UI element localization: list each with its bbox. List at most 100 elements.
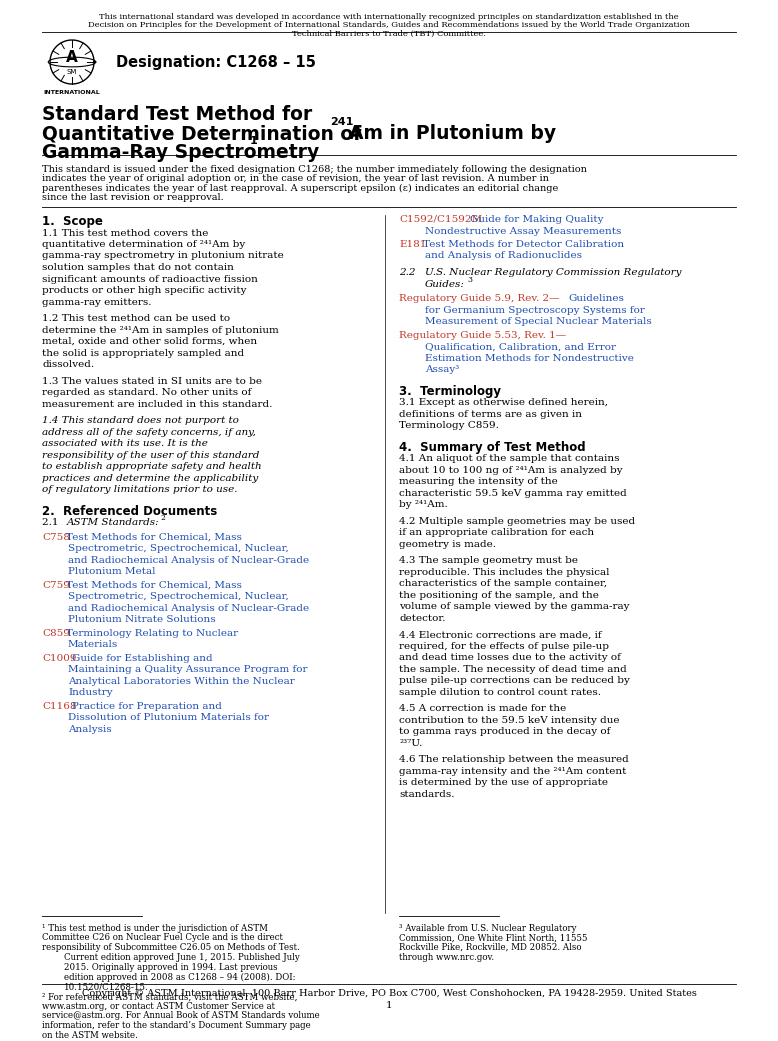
Text: edition approved in 2008 as C1268 – 94 (2008). DOI:: edition approved in 2008 as C1268 – 94 (… bbox=[64, 972, 296, 982]
Text: and Radiochemical Analysis of Nuclear-Grade: and Radiochemical Analysis of Nuclear-Gr… bbox=[68, 556, 309, 565]
Text: 4.4 Electronic corrections are made, if: 4.4 Electronic corrections are made, if bbox=[399, 631, 601, 639]
Text: 4.2 Multiple sample geometries may be used: 4.2 Multiple sample geometries may be us… bbox=[399, 517, 635, 526]
Text: gamma-ray intensity and the ²⁴¹Am content: gamma-ray intensity and the ²⁴¹Am conten… bbox=[399, 767, 626, 776]
Text: Dissolution of Plutonium Materials for: Dissolution of Plutonium Materials for bbox=[68, 713, 269, 722]
Text: detector.: detector. bbox=[399, 614, 446, 623]
Text: characteristic 59.5 keV gamma ray emitted: characteristic 59.5 keV gamma ray emitte… bbox=[399, 489, 627, 498]
Text: 4.  Summary of Test Method: 4. Summary of Test Method bbox=[399, 441, 586, 454]
Text: Terminology C859.: Terminology C859. bbox=[399, 422, 499, 430]
Text: regarded as standard. No other units of: regarded as standard. No other units of bbox=[42, 388, 251, 397]
Text: Plutonium Metal: Plutonium Metal bbox=[68, 567, 156, 577]
Text: definitions of terms are as given in: definitions of terms are as given in bbox=[399, 410, 582, 418]
Text: Measurement of Special Nuclear Materials: Measurement of Special Nuclear Materials bbox=[425, 318, 652, 327]
Text: is determined by the use of appropriate: is determined by the use of appropriate bbox=[399, 779, 608, 787]
Text: geometry is made.: geometry is made. bbox=[399, 540, 496, 549]
Text: Estimation Methods for Nondestructive: Estimation Methods for Nondestructive bbox=[425, 354, 634, 363]
Text: Technical Barriers to Trade (TBT) Committee.: Technical Barriers to Trade (TBT) Commit… bbox=[292, 29, 486, 37]
Text: 2.2: 2.2 bbox=[399, 268, 422, 277]
Text: 4.5 A correction is made for the: 4.5 A correction is made for the bbox=[399, 705, 566, 713]
Text: C1009: C1009 bbox=[42, 654, 76, 663]
Text: Practice for Preparation and: Practice for Preparation and bbox=[72, 702, 222, 711]
Text: Standard Test Method for: Standard Test Method for bbox=[42, 105, 312, 124]
Text: C859: C859 bbox=[42, 629, 70, 638]
Text: Gamma-Ray Spectrometry: Gamma-Ray Spectrometry bbox=[42, 143, 319, 162]
Text: significant amounts of radioactive fission: significant amounts of radioactive fissi… bbox=[42, 275, 258, 283]
Text: 2.1: 2.1 bbox=[42, 518, 65, 527]
Text: Terminology Relating to Nuclear: Terminology Relating to Nuclear bbox=[66, 629, 238, 638]
Text: ³ Available from U.S. Nuclear Regulatory: ³ Available from U.S. Nuclear Regulatory bbox=[399, 924, 576, 933]
Text: 241: 241 bbox=[330, 117, 353, 127]
Text: Guide for Establishing and: Guide for Establishing and bbox=[72, 654, 212, 663]
Text: measuring the intensity of the: measuring the intensity of the bbox=[399, 478, 558, 486]
Text: 3.  Terminology: 3. Terminology bbox=[399, 385, 501, 398]
Text: about 10 to 100 ng of ²⁴¹Am is analyzed by: about 10 to 100 ng of ²⁴¹Am is analyzed … bbox=[399, 466, 622, 475]
Text: Test Methods for Chemical, Mass: Test Methods for Chemical, Mass bbox=[66, 581, 242, 590]
Text: Test Methods for Chemical, Mass: Test Methods for Chemical, Mass bbox=[66, 533, 242, 542]
Text: information, refer to the standard’s Document Summary page: information, refer to the standard’s Doc… bbox=[42, 1021, 310, 1030]
Text: and dead time losses due to the activity of: and dead time losses due to the activity… bbox=[399, 654, 621, 662]
Text: Am in Plutonium by: Am in Plutonium by bbox=[349, 124, 556, 143]
Text: Materials: Materials bbox=[68, 640, 118, 650]
Text: ASTM Standards:: ASTM Standards: bbox=[67, 518, 159, 527]
Text: responsibility of the user of this standard: responsibility of the user of this stand… bbox=[42, 451, 259, 459]
Text: on the ASTM website.: on the ASTM website. bbox=[42, 1031, 138, 1040]
Text: Nondestructive Assay Measurements: Nondestructive Assay Measurements bbox=[425, 227, 622, 235]
Text: Quantitative Determination of: Quantitative Determination of bbox=[42, 124, 368, 143]
Text: 4.6 The relationship between the measured: 4.6 The relationship between the measure… bbox=[399, 756, 629, 764]
Text: C758: C758 bbox=[42, 533, 70, 542]
Text: parentheses indicates the year of last reapproval. A superscript epsilon (ε) ind: parentheses indicates the year of last r… bbox=[42, 184, 559, 194]
Text: Decision on Principles for the Development of International Standards, Guides an: Decision on Principles for the Developme… bbox=[88, 21, 690, 29]
Text: 1.3 The values stated in SI units are to be: 1.3 The values stated in SI units are to… bbox=[42, 377, 262, 385]
Text: products or other high specific activity: products or other high specific activity bbox=[42, 286, 247, 295]
Text: Qualification, Calibration, and Error: Qualification, Calibration, and Error bbox=[425, 342, 616, 352]
Text: for Germanium Spectroscopy Systems for: for Germanium Spectroscopy Systems for bbox=[425, 306, 645, 315]
Text: the sample. The necessity of dead time and: the sample. The necessity of dead time a… bbox=[399, 665, 627, 674]
Text: and Analysis of Radionuclides: and Analysis of Radionuclides bbox=[425, 252, 582, 260]
Text: 4.3 The sample geometry must be: 4.3 The sample geometry must be bbox=[399, 557, 578, 565]
Text: 2: 2 bbox=[160, 514, 165, 522]
Text: Analytical Laboratories Within the Nuclear: Analytical Laboratories Within the Nucle… bbox=[68, 677, 295, 686]
Text: if an appropriate calibration for each: if an appropriate calibration for each bbox=[399, 529, 594, 537]
Text: Guide for Making Quality: Guide for Making Quality bbox=[470, 215, 603, 224]
Text: metal, oxide and other solid forms, when: metal, oxide and other solid forms, when bbox=[42, 337, 257, 346]
Text: 10.1520/C1268-15.: 10.1520/C1268-15. bbox=[64, 982, 149, 991]
Text: through www.nrc.gov.: through www.nrc.gov. bbox=[399, 953, 494, 962]
Text: indicates the year of original adoption or, in the case of revision, the year of: indicates the year of original adoption … bbox=[42, 175, 548, 183]
Text: SM: SM bbox=[67, 69, 77, 75]
Text: Guidelines: Guidelines bbox=[568, 295, 624, 303]
Text: Spectrometric, Spectrochemical, Nuclear,: Spectrometric, Spectrochemical, Nuclear, bbox=[68, 544, 289, 554]
Text: Plutonium Nitrate Solutions: Plutonium Nitrate Solutions bbox=[68, 615, 216, 625]
Text: Spectrometric, Spectrochemical, Nuclear,: Spectrometric, Spectrochemical, Nuclear, bbox=[68, 592, 289, 602]
Text: contribution to the 59.5 keV intensity due: contribution to the 59.5 keV intensity d… bbox=[399, 716, 619, 725]
Text: Commission, One White Flint North, 11555: Commission, One White Flint North, 11555 bbox=[399, 934, 587, 942]
Text: 1: 1 bbox=[386, 1001, 392, 1010]
Text: to establish appropriate safety and health: to establish appropriate safety and heal… bbox=[42, 462, 261, 471]
Text: Industry: Industry bbox=[68, 688, 113, 697]
Text: www.astm.org, or contact ASTM Customer Service at: www.astm.org, or contact ASTM Customer S… bbox=[42, 1002, 275, 1011]
Text: service@astm.org. For Annual Book of ASTM Standards volume: service@astm.org. For Annual Book of AST… bbox=[42, 1012, 320, 1020]
Text: 1.2 This test method can be used to: 1.2 This test method can be used to bbox=[42, 314, 230, 323]
Text: Designation: C1268 – 15: Designation: C1268 – 15 bbox=[116, 55, 316, 70]
Text: gamma-ray spectrometry in plutonium nitrate: gamma-ray spectrometry in plutonium nitr… bbox=[42, 252, 284, 260]
Text: Analysis: Analysis bbox=[68, 725, 111, 734]
Text: quantitative determination of ²⁴¹Am by: quantitative determination of ²⁴¹Am by bbox=[42, 240, 245, 249]
Text: ¹ This test method is under the jurisdiction of ASTM: ¹ This test method is under the jurisdic… bbox=[42, 924, 268, 933]
Text: 2015. Originally approved in 1994. Last previous: 2015. Originally approved in 1994. Last … bbox=[64, 963, 278, 972]
Text: the solid is appropriately sampled and: the solid is appropriately sampled and bbox=[42, 349, 244, 357]
Text: INTERNATIONAL: INTERNATIONAL bbox=[44, 90, 100, 95]
Text: C759: C759 bbox=[42, 581, 70, 590]
Text: volume of sample viewed by the gamma-ray: volume of sample viewed by the gamma-ray bbox=[399, 603, 629, 611]
Text: 1: 1 bbox=[250, 136, 258, 146]
Text: 1.  Scope: 1. Scope bbox=[42, 215, 103, 228]
Text: to gamma rays produced in the decay of: to gamma rays produced in the decay of bbox=[399, 728, 611, 736]
Text: characteristics of the sample container,: characteristics of the sample container, bbox=[399, 580, 607, 588]
Text: dissolved.: dissolved. bbox=[42, 360, 94, 369]
Text: Rockville Pike, Rockville, MD 20852. Also: Rockville Pike, Rockville, MD 20852. Als… bbox=[399, 943, 581, 953]
Text: responsibility of Subcommittee C26.05 on Methods of Test.: responsibility of Subcommittee C26.05 on… bbox=[42, 943, 300, 953]
Text: pulse pile-up corrections can be reduced by: pulse pile-up corrections can be reduced… bbox=[399, 677, 630, 685]
Text: solution samples that do not contain: solution samples that do not contain bbox=[42, 263, 234, 272]
Text: Assay³: Assay³ bbox=[425, 365, 459, 375]
Text: sample dilution to control count rates.: sample dilution to control count rates. bbox=[399, 688, 601, 697]
Text: standards.: standards. bbox=[399, 790, 454, 798]
Text: ²³⁷U.: ²³⁷U. bbox=[399, 739, 422, 747]
